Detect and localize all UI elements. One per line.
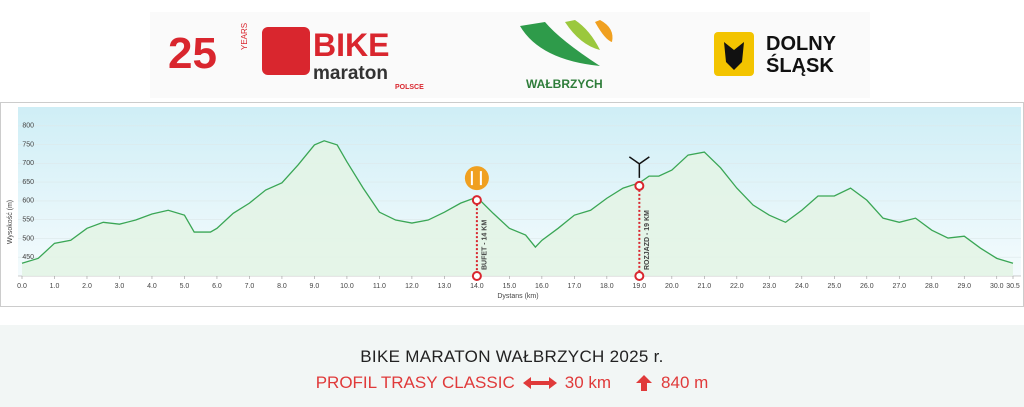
x-tick-label: 14.0 [470, 283, 484, 290]
logo-eagle [724, 42, 744, 70]
x-axis-title: Dystans (km) [497, 293, 538, 300]
logo-25: 25 [168, 29, 217, 78]
y-tick-label: 800 [22, 123, 34, 130]
logo-region: ŚLĄSK [766, 53, 834, 77]
x-tick-label: 24.0 [795, 283, 809, 290]
x-tick-label: 0.0 [17, 283, 27, 290]
logo-polsce: POLSCE [395, 84, 424, 91]
x-tick-label: 12.0 [405, 283, 419, 290]
marker-point [634, 180, 645, 191]
x-tick-label: 1.0 [50, 283, 60, 290]
logo-years: YEARS [240, 23, 249, 50]
marker-point [634, 271, 645, 281]
distance-icon [522, 377, 557, 389]
x-tick-label: 30.0 [990, 283, 1004, 290]
x-tick-label: 5.0 [180, 283, 190, 290]
x-tick-label: 6.0 [212, 283, 222, 290]
x-tick-label: 17.0 [568, 283, 582, 290]
x-tick-label: 7.0 [245, 283, 255, 290]
footer-route: PROFIL TRASY CLASSIC 30 km 840 m [0, 373, 1024, 393]
y-axis-title: Wysokość (m) [7, 200, 14, 244]
logo-maraton: maraton [313, 63, 388, 84]
x-tick-label: 29.0 [957, 283, 971, 290]
x-tick-label: 23.0 [762, 283, 776, 290]
footer-title: BIKE MARATON WAŁBRZYCH 2025 r. [360, 347, 664, 366]
logo-region: DOLNY [766, 33, 837, 55]
x-tick-label: 16.0 [535, 283, 549, 290]
logo-bg [150, 12, 870, 98]
y-tick-label: 600 [22, 198, 34, 205]
x-tick-label: 21.0 [698, 283, 712, 290]
x-tick-label: 28.0 [925, 283, 939, 290]
x-tick-label: 4.0 [147, 283, 157, 290]
marker-point [471, 195, 482, 206]
x-tick-label: 26.0 [860, 283, 874, 290]
x-tick-label: 18.0 [600, 283, 614, 290]
x-tick-label: 19.0 [633, 283, 647, 290]
y-tick-label: 650 [22, 179, 34, 186]
area [22, 140, 1013, 276]
x-tick-label: 9.0 [310, 283, 320, 290]
x-tick-label: 25.0 [827, 283, 841, 290]
x-tick-label: 10.0 [340, 283, 354, 290]
x-tick-label: 20.0 [665, 283, 679, 290]
climb-icon [636, 375, 653, 391]
x-tick-label: 13.0 [438, 283, 452, 290]
footer: BIKE MARATON WAŁBRZYCH 2025 r. PROFIL TR… [0, 325, 1024, 407]
food-icon [470, 171, 482, 186]
y-tick-label: 450 [22, 254, 34, 261]
y-tick-label: 700 [22, 160, 34, 167]
x-tick-label: 30.5 [1006, 283, 1020, 290]
x-tick-label: 11.0 [373, 283, 386, 290]
y-tick-label: 750 [22, 141, 34, 148]
marker-label: ROZJAZD - 19 KM [644, 210, 651, 270]
x-tick-label: 3.0 [115, 283, 125, 290]
logo-leaf [565, 20, 600, 50]
logo-leaf [520, 22, 600, 66]
x-tick-label: 8.0 [277, 283, 287, 290]
route-distance: 30 km [564, 373, 612, 392]
x-tick-label: 2.0 [82, 283, 92, 290]
x-tick-label: 22.0 [730, 283, 744, 290]
logo-bike: BIKE [313, 27, 389, 63]
x-tick-label: 27.0 [892, 283, 906, 290]
logo-city: WAŁBRZYCH [526, 77, 603, 91]
logo-band: 25 YEARS BIKE maraton POLSCE WAŁBRZYCH D… [150, 12, 870, 98]
route-name: PROFIL TRASY CLASSIC [315, 373, 515, 392]
y-tick-label: 550 [22, 217, 34, 224]
food-icon [464, 166, 489, 191]
x-tick-label: 15.0 [503, 283, 517, 290]
route-climb: 840 m [661, 373, 709, 392]
logo-leaf [595, 20, 613, 42]
junction-icon [628, 156, 650, 178]
elevation-line [21, 140, 1014, 264]
marker-label: BUFET - 14 KM [482, 220, 489, 270]
marker-point [471, 271, 482, 281]
logo-icon [262, 27, 310, 75]
y-tick-label: 500 [22, 235, 34, 242]
chart: Wysokość (m) Dystans (km) 450 500 550 600 65… [0, 102, 1024, 307]
